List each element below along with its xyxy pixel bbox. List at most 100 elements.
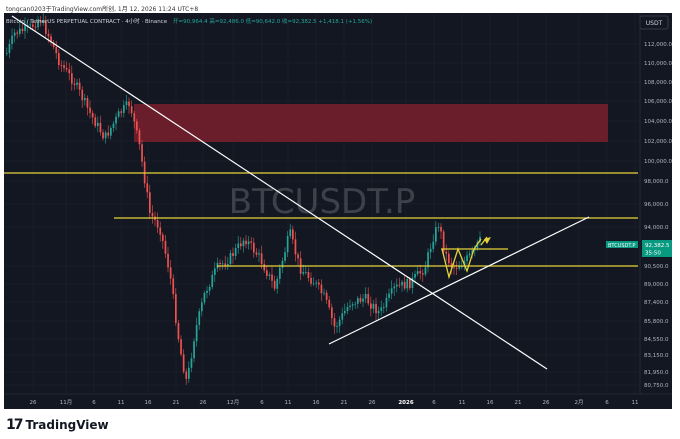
candle-body [266,270,268,276]
candle-body [333,318,336,327]
tradingview-logo[interactable]: 𝟭7 TradingView [6,417,109,433]
candle-body [29,24,32,26]
candle-body [442,231,445,252]
candle-body [149,192,151,213]
candle-body [211,274,214,288]
candle-body [271,274,273,281]
candle-body [458,266,461,269]
candle-body [91,112,94,118]
time-axis-label: 26 [543,400,550,406]
price-axis-label: 90,500.0 [644,264,669,270]
candle-body [6,52,8,54]
price-axis-label: 85,800.0 [644,319,669,325]
candle-body [409,279,411,288]
candle-body [52,42,55,48]
legend-symbol-title: Bitcoin / TetherUS PERPETUAL CONTRACT · … [6,17,168,25]
time-axis[interactable]: 26 11月 6 11 16 21 26 12月 6 11 16 21 26 2026 6 11 16 21 26 2… [30,399,639,406]
candle-body [349,305,351,307]
candle-body [273,280,276,289]
candle-body [115,116,117,124]
candle-body [102,132,104,139]
time-axis-label: 21 [173,400,180,406]
candle-body [367,293,370,304]
candle-body [422,273,424,275]
candle-body [435,227,437,242]
candle-body [414,273,416,278]
ascending-trendline[interactable] [328,216,590,345]
time-axis-label: 26 [200,400,207,406]
candle-body [117,111,120,117]
candle-body [396,284,398,287]
time-axis-label: 11 [285,400,292,406]
candle-body [427,252,429,268]
candle-body [136,121,138,131]
candle-body [65,68,68,70]
candle-body [390,288,393,294]
candle-body [338,319,341,327]
candle-body [47,33,50,37]
chart-background [4,13,672,409]
tradingview-logo-icon: 𝟭7 [6,417,24,433]
time-axis-label: 6 [605,400,609,406]
candle-body [151,212,154,217]
candle-body [128,101,130,107]
candle-body [104,132,107,139]
candle-body [370,303,372,309]
price-axis-label: 106,000.0 [644,99,672,105]
candle-body [247,241,250,245]
candle-body [297,254,299,259]
candle-body [255,252,258,255]
candle-body [190,358,193,368]
time-axis-label: 16 [313,400,320,406]
candle-body [331,307,333,319]
price-chart[interactable]: BTCUSDT.P Bitcoin / TetherUS PERPETUAL C… [4,13,672,409]
price-axis-label: 96,000.0 [644,202,669,208]
price-axis-label: 98,000.0 [644,179,669,185]
projection-path[interactable] [441,238,482,280]
candle-body [162,234,164,241]
candle-body [398,284,401,286]
candle-body [112,123,115,128]
candle-body [312,283,315,285]
candle-body [279,267,281,279]
candle-body [341,313,344,320]
candle-body [13,32,16,36]
candle-body [73,83,76,85]
candle-body [182,354,185,372]
candle-body [292,229,294,240]
candle-body [208,287,211,291]
candle-body [229,253,232,264]
price-axis-label: 94,000.0 [644,225,669,231]
candle-body [359,298,362,302]
candle-body [416,271,419,274]
price-axis[interactable]: 112,000.0 110,000.0 108,000.0 106,000.0 104,… [644,42,672,389]
candle-body [318,282,320,285]
candle-body [253,242,255,253]
candle-body [169,267,172,279]
currency-button-label: USDT [646,20,663,27]
candle-body [346,306,349,311]
candle-body [32,24,34,27]
candle-body [221,263,224,265]
time-axis-label: 2月 [575,399,584,406]
candle-body [302,272,305,274]
candle-body [63,65,65,69]
candle-body [167,253,169,268]
candle-body [234,248,237,256]
candle-body [403,281,406,289]
candle-body [310,277,312,284]
candle-body [455,268,458,269]
descending-trendline[interactable] [11,15,548,370]
candle-body [55,47,58,54]
candle-body [448,253,450,264]
symbol-watermark: BTCUSDT.P [229,182,416,222]
resistance-zone[interactable] [134,104,608,142]
tradingview-brand: TradingView [25,418,109,432]
candle-body [164,240,167,254]
time-axis-label: 26 [30,400,37,406]
candle-body [193,341,195,359]
candle-body [86,98,89,108]
time-axis-label: 11 [459,400,466,406]
symbol-badge [606,241,638,248]
candle-body [195,324,198,342]
